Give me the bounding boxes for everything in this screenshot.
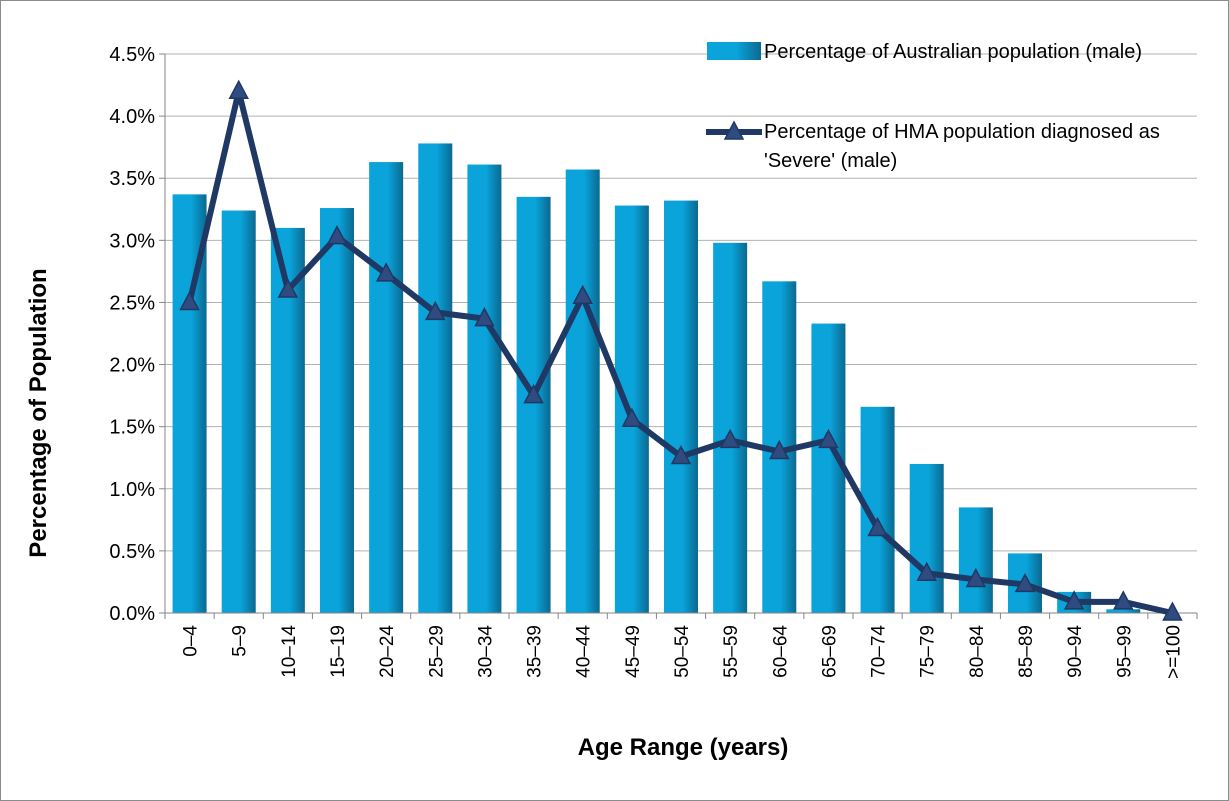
marker	[1063, 590, 1085, 610]
x-tick-label: 30–34	[475, 625, 496, 678]
bar	[958, 507, 993, 613]
x-tick-label: 5–9	[230, 625, 251, 657]
legend-swatch	[707, 42, 761, 60]
marker	[425, 300, 446, 321]
x-tick-label: 55–59	[721, 625, 742, 678]
marker	[523, 384, 544, 404]
y-tick-label: 4.0%	[109, 106, 155, 128]
bar	[909, 463, 944, 613]
y-axis-title: Percentage of Population	[25, 268, 52, 557]
x-tick-label: 90–94	[1065, 625, 1086, 678]
x-tick-label: 20–24	[377, 625, 398, 678]
x-tick-label: >=100	[1163, 625, 1184, 679]
marker	[228, 79, 249, 100]
marker	[375, 262, 397, 282]
x-tick-label: 50–54	[672, 625, 693, 678]
bar	[811, 323, 846, 613]
marker	[719, 428, 741, 449]
marker	[818, 428, 839, 449]
y-tick-label: 1.0%	[109, 479, 155, 501]
x-tick-label: 40–44	[574, 625, 595, 678]
marker	[621, 407, 643, 427]
bar	[369, 162, 404, 613]
x-tick-label: 80–84	[967, 625, 988, 678]
x-tick-label: 95–99	[1114, 625, 1135, 678]
y-tick-label: 2.5%	[109, 292, 155, 314]
x-axis-title: Age Range (years)	[578, 734, 789, 761]
marker	[1162, 601, 1183, 621]
x-tick-label: 65–69	[819, 625, 840, 678]
x-tick-label: 0–4	[181, 625, 202, 657]
legend-label: Percentage of Australian population (mal…	[764, 41, 1143, 63]
y-tick-label: 0.0%	[109, 603, 155, 625]
bar	[467, 164, 502, 613]
bar	[221, 210, 256, 613]
marker	[1014, 572, 1036, 593]
x-tick-label: 75–79	[918, 625, 939, 678]
x-tick-label: 85–89	[1016, 625, 1037, 678]
x-tick-label: 45–49	[623, 625, 644, 678]
bar	[516, 196, 551, 613]
marker	[474, 306, 495, 327]
marker	[277, 278, 299, 298]
marker	[1113, 590, 1134, 610]
x-tick-label: 70–74	[869, 625, 890, 678]
bar	[664, 200, 698, 614]
legend-swatch	[723, 120, 745, 140]
x-tick-label: 25–29	[426, 625, 447, 678]
x-tick-label: 15–19	[328, 625, 349, 678]
y-tick-label: 4.5%	[109, 44, 155, 66]
x-tick-label: 60–64	[770, 625, 791, 678]
legend-label: Percentage of HMA population diagnosed a…	[764, 121, 1160, 172]
y-tick-label: 3.0%	[109, 230, 155, 252]
x-tick-label: 35–39	[525, 625, 546, 678]
x-tick-label: 10–14	[279, 625, 300, 678]
marker	[916, 561, 937, 581]
bar	[320, 208, 354, 613]
marker	[769, 439, 790, 460]
y-tick-label: 1.5%	[109, 417, 155, 439]
bar	[713, 242, 748, 613]
bar	[418, 143, 453, 613]
marker	[670, 444, 692, 465]
bar	[1106, 609, 1141, 613]
y-tick-label: 2.0%	[109, 355, 155, 377]
marker	[326, 225, 348, 245]
y-tick-label: 3.5%	[109, 168, 155, 190]
marker	[965, 567, 987, 588]
bar	[565, 169, 600, 613]
marker	[179, 290, 200, 311]
y-tick-label: 0.5%	[109, 541, 155, 563]
marker	[572, 284, 593, 304]
marker	[867, 516, 888, 537]
